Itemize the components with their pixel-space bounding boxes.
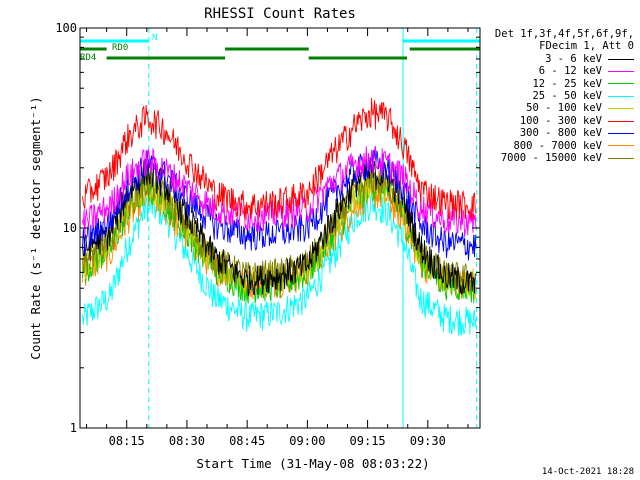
chart-title: RHESSI Count Rates — [204, 6, 356, 22]
x-tick-label: 08:45 — [229, 434, 265, 448]
legend-label: 25 - 50 keV — [532, 90, 602, 103]
legend-swatch — [608, 120, 634, 122]
y-tick-label: 100 — [55, 21, 77, 35]
x-tick-label: 09:30 — [410, 434, 446, 448]
legend-entry: 50 - 100 keV — [478, 102, 634, 114]
legend-swatch — [608, 58, 634, 60]
legend-label: 12 - 25 keV — [532, 77, 602, 90]
legend-entry: 7000 - 15000 keV — [478, 152, 634, 164]
legend-swatch — [608, 157, 634, 159]
legend-label: 6 - 12 keV — [538, 65, 602, 78]
timestamp-footer: 14-Oct-2021 18:28 — [541, 467, 634, 477]
legend-entry: 12 - 25 keV — [478, 78, 634, 90]
flag-label-n: N — [152, 33, 157, 43]
legend-swatch — [608, 108, 634, 110]
legend-header-line: FDecim 1, Att 0 — [539, 40, 634, 53]
axes: 1 10 100 08:15 08:30 08:45 09:00 09:15 09:30 — [55, 21, 480, 448]
x-tick-label: 09:15 — [350, 434, 386, 448]
legend-entry: 300 - 800 keV — [478, 127, 634, 139]
legend-header-line: Det 1f,3f,4f,5f,6f,9f, — [494, 28, 634, 40]
legend-label: 800 - 7000 keV — [513, 139, 602, 152]
legend-entry: 3 - 6 keV — [478, 53, 634, 65]
series-line-25_50keV — [82, 192, 477, 336]
legend-swatch — [608, 132, 634, 134]
y-axis-label: Count Rate (s⁻¹ detector segment⁻¹) — [28, 96, 43, 359]
legend-entry: 800 - 7000 keV — [478, 140, 634, 152]
series-line-7000_15000keV — [82, 167, 477, 292]
legend-swatch — [608, 83, 634, 85]
legend-label: 3 - 6 keV — [545, 52, 602, 65]
legend-entry: 25 - 50 keV — [478, 90, 634, 102]
flag-label-rd0: RD0 — [112, 43, 128, 53]
x-axis-label: Start Time (31-May-08 08:03:22) — [196, 456, 429, 471]
legend-swatch — [608, 95, 634, 97]
series-line-100_300keV — [82, 98, 477, 221]
legend-label: 7000 - 15000 keV — [500, 152, 602, 165]
legend-entry: 100 - 300 keV — [478, 115, 634, 127]
legend-swatch — [608, 145, 634, 147]
series-line-6_12keV — [82, 145, 477, 238]
y-tick-label: 1 — [70, 421, 77, 435]
y-tick-label: 10 — [63, 221, 77, 235]
legend-label: 50 - 100 keV — [526, 102, 602, 115]
legend-entry: 6 - 12 keV — [478, 65, 634, 77]
x-tick-label: 08:15 — [109, 434, 145, 448]
legend-label: 100 - 300 keV — [519, 114, 602, 127]
legend-swatch — [608, 70, 634, 72]
legend-label: 300 - 800 keV — [519, 127, 602, 140]
flag-label-rd4: RD4 — [80, 53, 96, 63]
plot-area: N RD0 RD4 — [79, 28, 480, 428]
x-tick-label: 09:00 — [289, 434, 325, 448]
x-tick-label: 08:30 — [169, 434, 205, 448]
series-line-3_6keV — [82, 159, 477, 297]
